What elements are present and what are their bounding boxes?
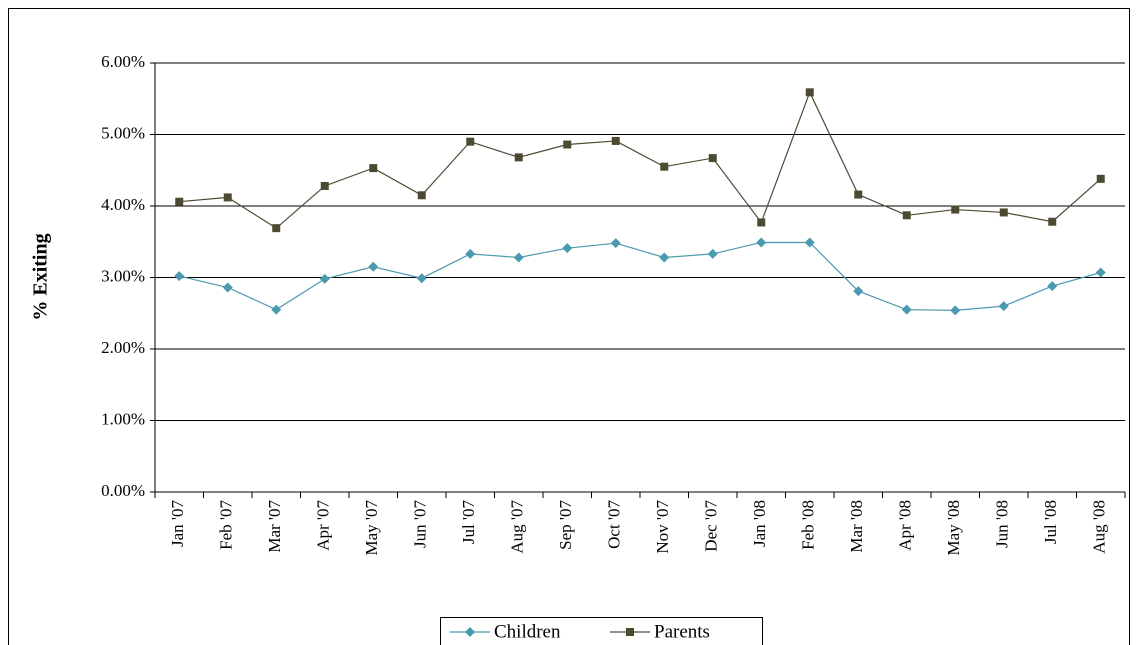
data-point: [369, 164, 378, 173]
data-point: [223, 193, 232, 202]
data-point: [320, 181, 329, 190]
x-tick-label: Jan '08: [750, 500, 769, 547]
data-point: [1096, 174, 1105, 183]
data-point: [804, 237, 815, 248]
data-point: [611, 136, 620, 145]
data-point: [319, 273, 330, 284]
legend-box: [440, 617, 763, 645]
data-point: [416, 273, 427, 284]
legend-label: Children: [494, 621, 561, 642]
data-point: [999, 208, 1008, 217]
data-point: [1047, 281, 1058, 292]
y-tick-label: 6.00%: [101, 52, 145, 71]
data-point: [707, 248, 718, 259]
x-tick-label: Nov '07: [653, 500, 672, 554]
x-tick-label: Jul '07: [459, 500, 478, 545]
data-point: [175, 197, 184, 206]
x-tick-label: Jun '08: [993, 500, 1012, 548]
series-line: [179, 90, 1102, 229]
x-tick-label: Mar '08: [847, 500, 866, 553]
data-point: [271, 304, 282, 315]
y-axis-label: % Exiting: [30, 233, 52, 320]
data-point: [222, 282, 233, 293]
data-point: [659, 252, 670, 263]
data-point: [854, 190, 863, 199]
data-point: [756, 237, 767, 248]
y-tick-label: 1.00%: [101, 409, 145, 428]
data-point: [1048, 217, 1057, 226]
x-tick-label: Oct '07: [605, 500, 624, 549]
x-tick-label: Apr '08: [896, 500, 915, 551]
x-tick-label: Aug '08: [1090, 500, 1109, 554]
data-point: [465, 248, 476, 259]
x-tick-label: Jan '07: [168, 500, 187, 547]
data-point: [514, 153, 523, 162]
data-point: [950, 305, 961, 316]
data-point: [757, 218, 766, 227]
x-tick-label: Dec '07: [702, 500, 721, 552]
x-tick-label: Aug '07: [508, 500, 527, 554]
x-tick-label: Feb '07: [217, 500, 236, 550]
y-tick-label: 4.00%: [101, 195, 145, 214]
data-point: [708, 154, 717, 163]
data-point: [853, 286, 864, 297]
data-point: [805, 88, 814, 97]
data-point: [466, 137, 475, 146]
x-tick-label: Mar '07: [265, 500, 284, 553]
data-point: [1095, 267, 1106, 278]
data-point: [513, 252, 524, 263]
data-point: [610, 238, 621, 249]
data-point: [174, 271, 185, 282]
x-tick-label: Apr '07: [314, 500, 333, 551]
y-tick-label: 0.00%: [101, 481, 145, 500]
data-point: [563, 140, 572, 149]
data-point: [272, 224, 281, 233]
series-line: [179, 241, 1101, 311]
data-point: [660, 162, 669, 171]
data-point: [417, 191, 426, 200]
chart-border: [8, 8, 1130, 645]
x-tick-label: May '08: [944, 500, 963, 555]
data-point: [562, 243, 573, 254]
y-tick-label: 5.00%: [101, 123, 145, 142]
y-tick-label: 2.00%: [101, 338, 145, 357]
x-tick-label: Jul '08: [1041, 500, 1060, 544]
x-tick-label: Sep '07: [556, 500, 575, 550]
x-tick-label: May '07: [362, 500, 381, 556]
data-point: [902, 211, 911, 220]
data-point: [901, 304, 912, 315]
data-point: [368, 261, 379, 272]
x-tick-label: Feb '08: [799, 500, 818, 550]
legend-marker: [465, 627, 475, 637]
y-tick-label: 3.00%: [101, 266, 145, 285]
legend-marker: [626, 628, 634, 636]
legend-label: Parents: [654, 621, 710, 642]
x-tick-label: Jun '07: [411, 500, 430, 548]
data-point: [998, 301, 1009, 312]
data-point: [951, 205, 960, 214]
